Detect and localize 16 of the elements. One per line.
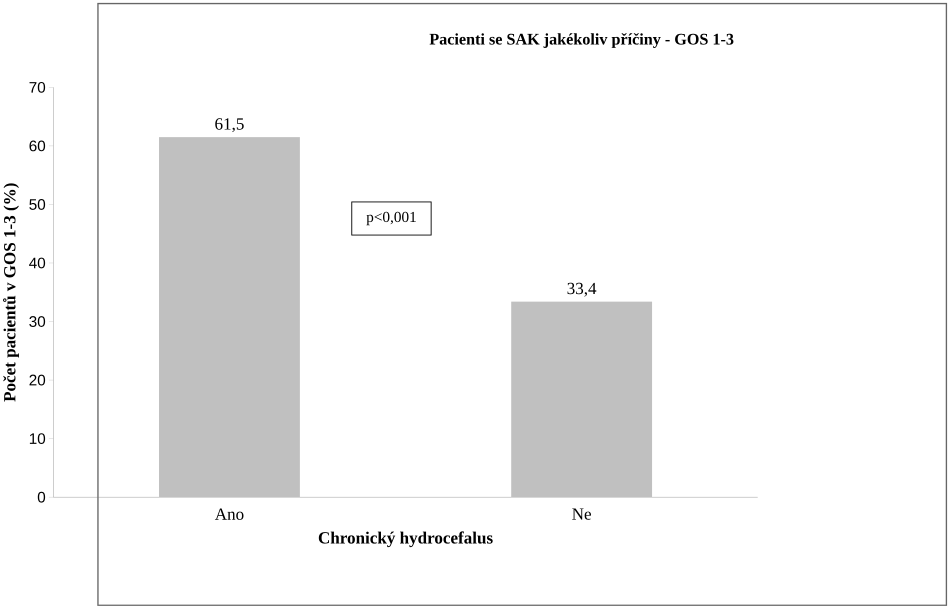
- annotation: p<0,001: [366, 212, 416, 226]
- y-tick-label: 60: [30, 140, 46, 152]
- x-tick-label: Ano: [214, 508, 244, 520]
- y-tick-label: 30: [29, 316, 46, 328]
- y-tick-label: 10: [30, 433, 46, 444]
- data-label: 61,5: [215, 118, 244, 132]
- y-tick-label: 70: [30, 82, 46, 93]
- y-tick-label: 50: [29, 199, 46, 210]
- y-tick-label: 40: [29, 258, 46, 268]
- y-tick-label: 20: [30, 374, 46, 386]
- y-tick-label: 0: [38, 492, 46, 503]
- y-axis-title: Počet pacientů v GOS 1-3 (%): [2, 183, 19, 402]
- x-tick-label: Ne: [572, 508, 591, 520]
- data-label: 33,4: [568, 282, 596, 297]
- x-axis-title: Chronický hydrocefalus: [318, 532, 493, 548]
- chart-title: Pacienti se SAK jakékoliv příčiny - GOS 1-3: [430, 33, 734, 48]
